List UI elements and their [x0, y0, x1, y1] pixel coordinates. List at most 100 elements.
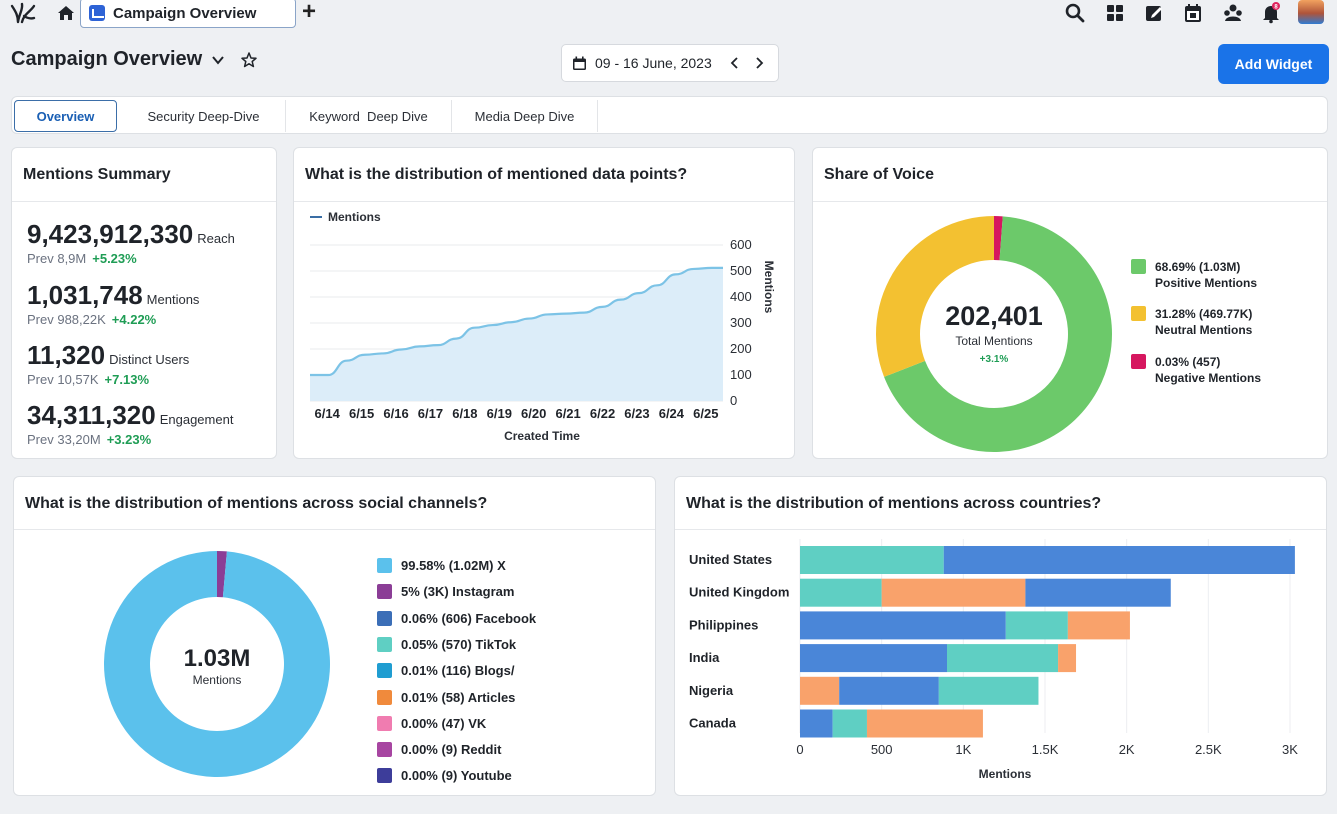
bar-segment[interactable] [938, 676, 1039, 705]
bar-segment[interactable] [1067, 611, 1130, 640]
tab-overview[interactable]: Overview [14, 100, 117, 132]
new-tab-button[interactable]: + [302, 0, 317, 25]
legend-item-articles[interactable]: 0.01% (58) Articles [377, 689, 515, 706]
legend-swatch [377, 610, 392, 626]
legend-item-x[interactable]: 99.58% (1.02M) X [377, 558, 506, 574]
legend-item-vk[interactable]: 0.00% (47) VK [377, 715, 487, 732]
dashboard-icon [89, 5, 105, 21]
bar-segment[interactable] [947, 644, 1059, 673]
country-label: India [689, 650, 720, 665]
legend-value: 0.03% (457) [1155, 355, 1221, 369]
legend-label: 0.00% (47) VK [401, 715, 487, 731]
legend-item-youtube[interactable]: 0.00% (9) Youtube [377, 768, 512, 784]
bar-segment[interactable] [800, 644, 947, 673]
donut-slice-negative-mentions[interactable] [994, 216, 1003, 261]
legend-swatch [377, 636, 392, 652]
donut-slice-x[interactable] [103, 551, 330, 777]
legend-item-blogs[interactable]: 0.01% (116) Blogs/ [377, 663, 514, 679]
metric-prev: Prev 988,22K [27, 312, 106, 327]
date-range-text: 09 - 16 June, 2023 [595, 55, 712, 71]
legend-swatch [377, 715, 392, 731]
bar-segment[interactable] [881, 578, 1026, 607]
legend-item-instagram[interactable]: 5% (3K) Instagram [377, 584, 514, 600]
community-icon[interactable] [1222, 2, 1244, 24]
metric-prev: Prev 33,20M [27, 432, 101, 447]
countries-title: What is the distribution of mentions acr… [686, 495, 1102, 512]
tab-campaign-overview[interactable]: Campaign Overview [80, 0, 296, 28]
x-tick-label: 6/19 [487, 406, 512, 421]
social-channels-donut[interactable]: 1.03M Mentions [92, 539, 342, 794]
legend-item-tiktok[interactable]: 0.05% (570) TikTok [377, 636, 517, 653]
date-range-picker[interactable]: 09 - 16 June, 2023 [561, 44, 779, 82]
bar-segment[interactable] [866, 709, 983, 738]
chevron-down-icon[interactable] [210, 52, 226, 68]
home-icon[interactable] [56, 3, 76, 23]
search-icon[interactable] [1064, 2, 1086, 24]
countries-bar-chart[interactable]: United States United Kingdom Philippines In… [675, 533, 1326, 795]
x-tick-label: 2.5K [1195, 742, 1222, 757]
star-icon[interactable] [240, 51, 258, 69]
legend-label: 0.05% (570) TikTok [401, 636, 517, 652]
bar-segment[interactable] [800, 546, 944, 574]
legend-swatch [377, 768, 392, 784]
tab-security-deep-dive[interactable]: Security Deep-Dive [122, 100, 286, 132]
legend-negative[interactable]: 0.03% (457) Negative Mentions [1131, 354, 1261, 386]
metric-distinct-users: 11,320 Distinct Users Prev 10,57K +7.13% [27, 340, 189, 387]
metric-value: 1,031,748 [27, 280, 143, 310]
legend-positive[interactable]: 68.69% (1.03M) Positive Mentions [1131, 259, 1257, 291]
bar-segment[interactable] [943, 546, 1295, 574]
metric-delta: +7.13% [104, 372, 149, 387]
country-label: Canada [689, 716, 737, 731]
brand-logo-icon[interactable] [10, 2, 36, 24]
mentions-trend-card: What is the distribution of mentioned da… [293, 147, 795, 459]
donut-slice-neutral-mentions[interactable] [876, 216, 994, 377]
compose-icon[interactable] [1143, 2, 1165, 24]
legend-label: Negative Mentions [1155, 371, 1262, 385]
bar-segment[interactable] [1025, 578, 1171, 607]
legend-item-facebook[interactable]: 0.06% (606) Facebook [377, 610, 536, 627]
legend-swatch [377, 584, 392, 600]
donut-center-delta: +3.1% [980, 354, 1009, 365]
bar-segment[interactable] [1005, 611, 1068, 640]
legend-swatch [377, 742, 392, 758]
apps-grid-icon[interactable] [1104, 2, 1126, 24]
x-tick-label: 6/17 [418, 406, 443, 421]
donut-slice-positive-mentions[interactable] [884, 216, 1112, 452]
mentions-trend-chart[interactable]: Mentions 6/14 6/15 6/16 6/17 6/18 6/19 6/20 6/2… [294, 203, 794, 458]
tab-keyword-deep-dive[interactable]: Keyword Deep Dive [286, 100, 452, 132]
bar-segment[interactable] [800, 578, 882, 607]
country-label: United Kingdom [689, 585, 789, 600]
metric-unit: Engagement [159, 412, 234, 427]
x-tick-label: 6/15 [349, 406, 374, 421]
bar-segment[interactable] [832, 709, 867, 738]
legend-item-reddit[interactable]: 0.00% (9) Reddit [377, 742, 501, 758]
bar-segment[interactable] [800, 611, 1006, 640]
donut-slice-instagram[interactable] [217, 551, 227, 598]
legend-neutral[interactable]: 31.28% (469.77K) Neutral Mentions [1131, 306, 1252, 338]
bar-segment[interactable] [839, 676, 939, 705]
legend-label: 0.00% (9) Reddit [401, 742, 502, 758]
calendar-icon[interactable] [1182, 2, 1204, 24]
user-avatar[interactable] [1298, 0, 1324, 24]
notification-bell-icon[interactable]: 8 [1260, 2, 1282, 24]
share-of-voice-card: Share of Voice 202,401 Total Mentions +3… [812, 147, 1328, 459]
x-tick-label: 0 [796, 742, 803, 757]
tab-media-deep-dive[interactable]: Media Deep Dive [452, 100, 598, 132]
legend-label: 5% (3K) Instagram [401, 584, 515, 600]
country-label: Nigeria [689, 683, 734, 698]
bar-segment[interactable] [1058, 644, 1077, 673]
bar-segment[interactable] [800, 676, 840, 705]
x-tick-label: 1.5K [1032, 742, 1059, 757]
metric-unit: Reach [197, 231, 235, 246]
share-of-voice-donut[interactable]: 202,401 Total Mentions +3.1% [865, 203, 1125, 458]
x-axis-label: Created Time [504, 429, 580, 443]
legend-label: 0.00% (9) Youtube [401, 768, 512, 784]
previous-date-button[interactable] [728, 56, 742, 70]
add-widget-button[interactable]: Add Widget [1218, 44, 1329, 84]
next-date-button[interactable] [752, 56, 766, 70]
legend-swatch [377, 558, 392, 573]
metric-delta: +5.23% [92, 251, 137, 266]
country-label: United States [689, 552, 772, 567]
legend-swatch [377, 689, 392, 705]
bar-segment[interactable] [800, 709, 833, 738]
